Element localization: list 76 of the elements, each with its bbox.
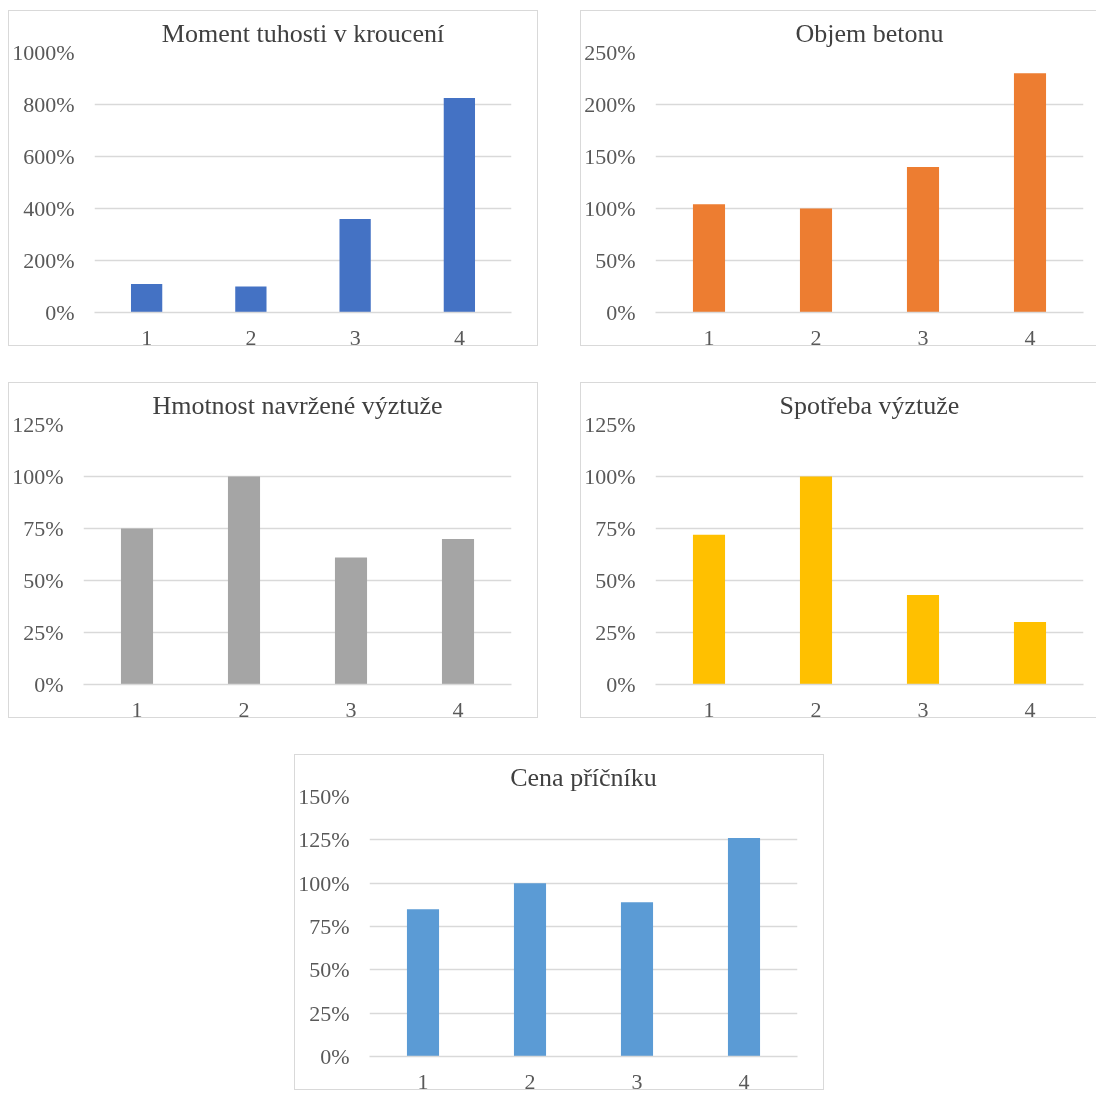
bar	[692, 534, 726, 685]
y-tick-label: 50%	[595, 568, 636, 593]
x-tick-label: 2	[245, 324, 257, 350]
chart-title: Cena příčníku	[510, 762, 657, 792]
x-tick-label: 1	[703, 696, 715, 722]
x-tick-label: 3	[345, 696, 357, 722]
y-tick-label: 50%	[309, 957, 350, 983]
bar	[227, 476, 261, 685]
x-tick-label: 3	[917, 696, 929, 722]
y-tick-label: 100%	[12, 464, 64, 489]
x-tick-label: 4	[1024, 696, 1036, 722]
chart-title: Moment tuhosti v kroucení	[161, 18, 445, 48]
x-tick-label: 4	[738, 1068, 750, 1094]
y-tick-label: 25%	[23, 620, 64, 645]
x-tick-label: 3	[917, 324, 929, 350]
x-tick-label: 4	[452, 696, 464, 722]
x-tick-label: 2	[238, 696, 250, 722]
chart-title: Spotřeba výztuže	[779, 390, 960, 420]
y-tick-label: 200%	[584, 92, 636, 117]
x-tick-label: 4	[1024, 324, 1036, 350]
x-tick-label: 3	[631, 1068, 643, 1094]
bar	[406, 909, 440, 1057]
bar	[799, 476, 833, 685]
y-tick-label: 800%	[23, 92, 75, 117]
bar	[692, 204, 726, 313]
chart-title: Objem betonu	[795, 18, 944, 48]
y-tick-label: 25%	[309, 1000, 350, 1026]
x-tick-label: 1	[417, 1068, 429, 1094]
x-tick-label: 2	[524, 1068, 536, 1094]
y-tick-label: 125%	[12, 412, 64, 437]
bar	[1013, 73, 1047, 313]
bar	[130, 283, 163, 313]
y-tick-label: 400%	[23, 196, 75, 221]
bar	[906, 595, 940, 685]
y-tick-label: 75%	[23, 516, 64, 541]
x-tick-label: 3	[349, 324, 361, 350]
y-tick-label: 1000%	[12, 40, 75, 65]
y-tick-label: 0%	[320, 1044, 350, 1069]
y-tick-label: 250%	[584, 40, 636, 65]
x-tick-label: 1	[131, 696, 143, 722]
bar	[235, 286, 267, 313]
bar	[727, 838, 761, 1057]
x-tick-label: 1	[703, 324, 715, 350]
y-tick-label: 125%	[298, 827, 350, 853]
x-tick-label: 2	[810, 324, 822, 350]
bar	[443, 98, 476, 313]
x-tick-label: 4	[453, 324, 465, 350]
bar	[339, 218, 371, 313]
y-tick-label: 125%	[584, 412, 636, 437]
y-tick-label: 0%	[606, 672, 636, 697]
y-tick-label: 50%	[23, 568, 64, 593]
bar	[513, 883, 547, 1057]
y-tick-label: 0%	[34, 672, 64, 697]
y-tick-label: 75%	[309, 914, 350, 939]
y-tick-label: 150%	[298, 784, 350, 809]
y-tick-label: 0%	[45, 300, 75, 325]
bar	[120, 528, 154, 685]
x-tick-label: 2	[810, 696, 822, 722]
y-tick-label: 100%	[298, 870, 350, 896]
bar	[620, 902, 654, 1057]
x-tick-label: 1	[141, 324, 153, 350]
y-tick-label: 50%	[595, 248, 636, 273]
y-tick-label: 100%	[584, 464, 636, 489]
y-tick-label: 75%	[595, 516, 636, 541]
y-tick-label: 0%	[606, 300, 636, 325]
y-tick-label: 25%	[595, 620, 636, 645]
y-tick-label: 200%	[23, 248, 75, 273]
chart-title: Hmotnost navržené výztuže	[152, 390, 443, 420]
bar	[334, 557, 368, 685]
y-tick-label: 150%	[584, 144, 636, 169]
y-tick-label: 100%	[584, 196, 636, 221]
bar	[906, 166, 940, 313]
bar	[1013, 622, 1047, 685]
y-tick-label: 600%	[23, 144, 75, 169]
bar	[441, 538, 475, 685]
bar	[799, 208, 833, 313]
